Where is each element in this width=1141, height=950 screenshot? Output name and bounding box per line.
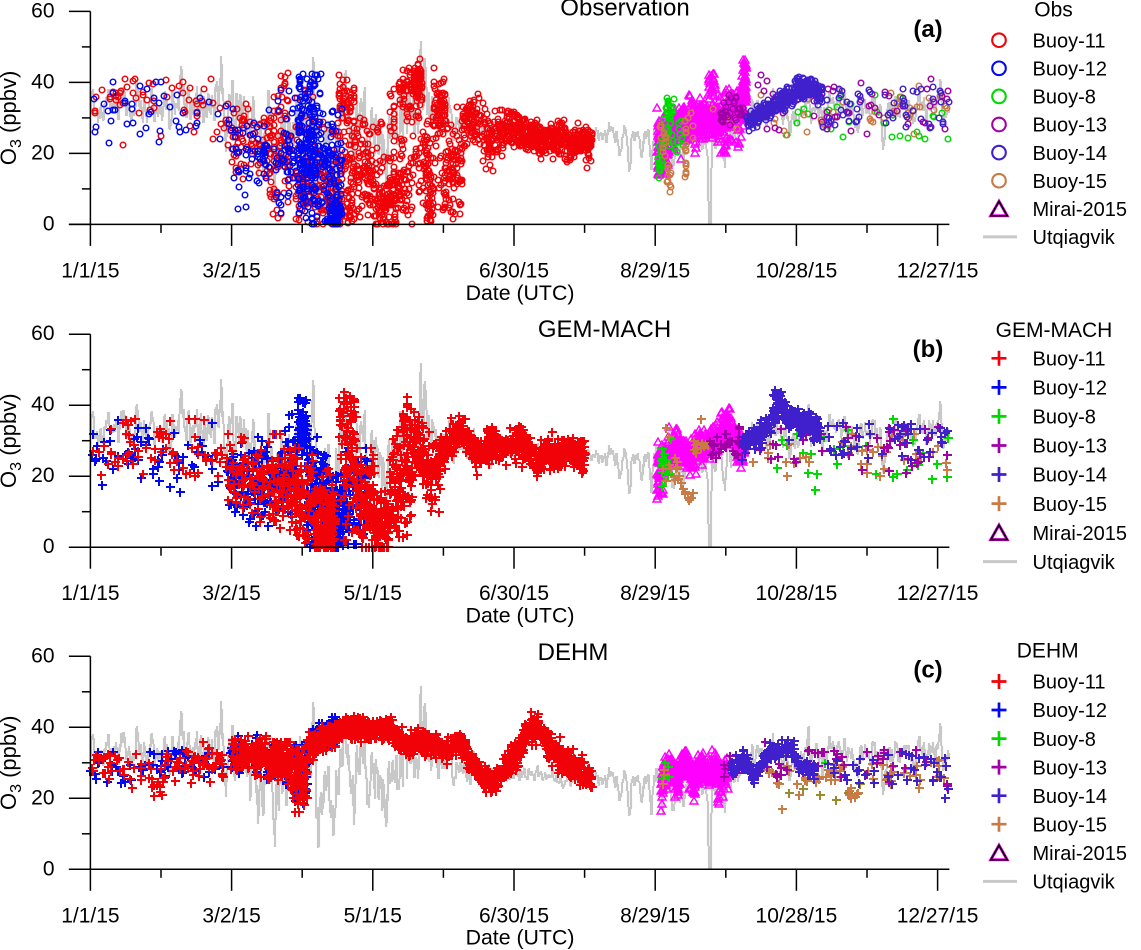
svg-text:60: 60 bbox=[31, 322, 54, 345]
svg-text:5/1/15: 5/1/15 bbox=[344, 259, 402, 282]
svg-text:10/28/15: 10/28/15 bbox=[756, 259, 838, 282]
svg-text:1/1/15: 1/1/15 bbox=[61, 582, 119, 605]
svg-text:40: 40 bbox=[31, 70, 54, 93]
svg-text:3/2/15: 3/2/15 bbox=[202, 582, 260, 605]
svg-text:Buoy-15: Buoy-15 bbox=[1033, 815, 1108, 837]
svg-text:DEHM: DEHM bbox=[1017, 640, 1079, 663]
svg-text:(b): (b) bbox=[913, 336, 944, 363]
svg-text:Buoy-15: Buoy-15 bbox=[1033, 171, 1108, 193]
svg-text:3/2/15: 3/2/15 bbox=[202, 904, 260, 927]
svg-text:5/1/15: 5/1/15 bbox=[344, 582, 402, 605]
svg-text:Buoy-12: Buoy-12 bbox=[1033, 378, 1108, 400]
svg-text:Date (UTC): Date (UTC) bbox=[466, 281, 575, 305]
svg-text:12/27/15: 12/27/15 bbox=[897, 582, 979, 605]
svg-text:6/30/15: 6/30/15 bbox=[479, 582, 549, 605]
svg-text:60: 60 bbox=[31, 0, 54, 22]
svg-text:Mirai-2015: Mirai-2015 bbox=[1033, 843, 1127, 865]
svg-text:Utqiagvik: Utqiagvik bbox=[1033, 552, 1116, 574]
svg-text:Buoy-15: Buoy-15 bbox=[1033, 494, 1108, 516]
svg-text:12/27/15: 12/27/15 bbox=[897, 904, 979, 927]
svg-text:Buoy-12: Buoy-12 bbox=[1033, 700, 1108, 722]
svg-text:Buoy-13: Buoy-13 bbox=[1033, 115, 1108, 137]
svg-text:10/28/15: 10/28/15 bbox=[756, 582, 838, 605]
svg-text:Buoy-13: Buoy-13 bbox=[1033, 757, 1108, 779]
svg-text:1/1/15: 1/1/15 bbox=[61, 259, 119, 282]
svg-text:Utqiagvik: Utqiagvik bbox=[1033, 872, 1116, 894]
svg-text:6/30/15: 6/30/15 bbox=[479, 904, 549, 927]
svg-text:40: 40 bbox=[31, 393, 54, 416]
svg-text:O3 (ppbv): O3 (ppbv) bbox=[0, 393, 25, 488]
svg-text:Buoy-8: Buoy-8 bbox=[1033, 729, 1096, 751]
svg-text:10/28/15: 10/28/15 bbox=[756, 904, 838, 927]
svg-text:O3 (ppbv): O3 (ppbv) bbox=[0, 71, 25, 166]
svg-text:1/1/15: 1/1/15 bbox=[61, 904, 119, 927]
svg-text:8/29/15: 8/29/15 bbox=[620, 904, 690, 927]
svg-text:6/30/15: 6/30/15 bbox=[479, 259, 549, 282]
svg-text:5/1/15: 5/1/15 bbox=[344, 904, 402, 927]
svg-text:Buoy-11: Buoy-11 bbox=[1033, 672, 1106, 694]
svg-text:8/29/15: 8/29/15 bbox=[620, 582, 690, 605]
svg-text:40: 40 bbox=[31, 715, 54, 738]
svg-text:Date (UTC): Date (UTC) bbox=[466, 604, 575, 628]
svg-text:3/2/15: 3/2/15 bbox=[202, 259, 260, 282]
svg-text:Date (UTC): Date (UTC) bbox=[466, 926, 575, 950]
svg-text:0: 0 bbox=[43, 857, 55, 880]
svg-text:Mirai-2015: Mirai-2015 bbox=[1033, 523, 1127, 545]
svg-text:Buoy-14: Buoy-14 bbox=[1033, 143, 1108, 165]
svg-text:Buoy-11: Buoy-11 bbox=[1033, 30, 1106, 52]
svg-text:0: 0 bbox=[43, 535, 55, 558]
svg-text:Obs: Obs bbox=[1034, 0, 1073, 21]
svg-text:O3 (ppbv): O3 (ppbv) bbox=[0, 716, 25, 811]
svg-text:0: 0 bbox=[43, 212, 55, 235]
svg-text:20: 20 bbox=[31, 786, 54, 809]
svg-text:Buoy-14: Buoy-14 bbox=[1033, 786, 1108, 808]
svg-text:GEM-MACH: GEM-MACH bbox=[996, 319, 1113, 342]
svg-text:Buoy-11: Buoy-11 bbox=[1033, 349, 1106, 371]
svg-text:Mirai-2015: Mirai-2015 bbox=[1033, 199, 1127, 221]
svg-text:Buoy-12: Buoy-12 bbox=[1033, 59, 1108, 81]
svg-text:(a): (a) bbox=[913, 16, 942, 43]
svg-text:20: 20 bbox=[31, 141, 54, 164]
svg-text:Buoy-13: Buoy-13 bbox=[1033, 436, 1108, 458]
svg-text:Buoy-14: Buoy-14 bbox=[1033, 465, 1108, 487]
svg-text:GEM-MACH: GEM-MACH bbox=[538, 316, 671, 343]
svg-text:Observation: Observation bbox=[560, 0, 689, 22]
svg-text:Buoy-8: Buoy-8 bbox=[1033, 87, 1096, 109]
svg-text:Utqiagvik: Utqiagvik bbox=[1033, 227, 1116, 249]
svg-text:(c): (c) bbox=[913, 656, 942, 683]
svg-text:8/29/15: 8/29/15 bbox=[620, 259, 690, 282]
svg-text:DEHM: DEHM bbox=[538, 639, 609, 666]
svg-text:Buoy-8: Buoy-8 bbox=[1033, 407, 1096, 429]
svg-text:60: 60 bbox=[31, 644, 54, 667]
svg-text:20: 20 bbox=[31, 464, 54, 487]
svg-text:12/27/15: 12/27/15 bbox=[897, 259, 979, 282]
